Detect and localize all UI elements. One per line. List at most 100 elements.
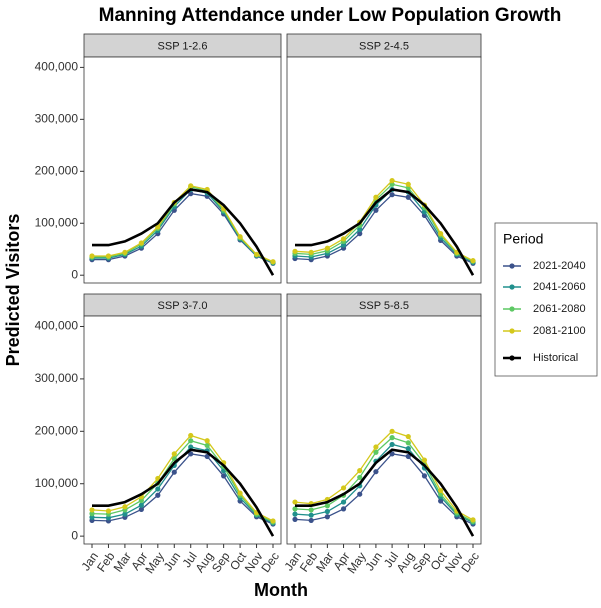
y-tick-label: 100,000 — [35, 476, 79, 490]
point — [188, 432, 194, 439]
point — [340, 499, 347, 505]
point — [308, 249, 314, 255]
legend-label: 2041-2060 — [533, 281, 586, 293]
panel-title: SSP 5-8.5 — [359, 300, 409, 312]
point — [340, 485, 347, 491]
point — [89, 507, 95, 513]
y-tick-label: 400,000 — [35, 60, 79, 74]
point — [389, 181, 395, 187]
point — [188, 183, 194, 189]
point — [421, 457, 428, 463]
point — [292, 499, 298, 505]
point — [188, 438, 194, 444]
point — [292, 516, 298, 522]
series-line — [92, 192, 274, 264]
legend-marker — [509, 263, 515, 269]
point — [340, 236, 347, 242]
point — [105, 253, 112, 259]
point — [89, 253, 95, 259]
point — [171, 469, 177, 475]
point — [204, 453, 210, 460]
legend-label: 2021-2040 — [533, 260, 586, 272]
panel-title: SSP 1-2.6 — [158, 40, 208, 52]
point — [470, 258, 476, 264]
series-line — [294, 436, 474, 523]
legend-label: Historical — [533, 352, 578, 364]
legend-title: Period — [503, 231, 543, 247]
point — [204, 438, 210, 444]
point — [308, 512, 314, 518]
point — [389, 428, 395, 434]
point — [138, 240, 144, 246]
y-tick-label: 400,000 — [35, 319, 79, 333]
point — [253, 251, 260, 258]
point — [389, 451, 395, 457]
series-line — [294, 443, 474, 524]
point — [308, 507, 314, 513]
y-tick-label: 100,000 — [35, 215, 79, 229]
panel-title: SSP 2-4.5 — [359, 40, 409, 52]
legend-marker — [509, 306, 515, 312]
point — [357, 468, 363, 474]
series-line — [91, 434, 274, 522]
point — [389, 441, 395, 448]
point — [122, 249, 128, 255]
point — [270, 518, 276, 524]
point — [188, 444, 194, 450]
point — [421, 473, 428, 479]
point — [357, 226, 363, 233]
legend-label: 2081-2100 — [533, 325, 586, 337]
series-line — [295, 188, 475, 276]
x-tick-label: Dec — [258, 550, 282, 576]
point — [340, 506, 347, 512]
point — [138, 497, 144, 504]
point — [308, 517, 314, 524]
point — [292, 248, 298, 254]
point — [138, 506, 144, 513]
point — [324, 508, 330, 515]
point — [389, 192, 395, 198]
point — [357, 231, 363, 237]
point — [237, 234, 243, 240]
point — [373, 207, 379, 213]
point — [221, 473, 227, 479]
point — [405, 433, 411, 440]
y-axis-label: Predicted Visitors — [3, 214, 23, 367]
series-line — [294, 183, 474, 262]
point — [389, 178, 395, 184]
point — [292, 506, 298, 512]
legend-marker — [509, 284, 515, 290]
y-tick-label: 0 — [71, 528, 78, 542]
point — [188, 451, 194, 457]
series-line — [92, 185, 274, 263]
series-line — [294, 430, 474, 521]
point — [405, 440, 411, 446]
point — [155, 492, 161, 498]
point — [204, 442, 210, 449]
legend-box — [494, 222, 598, 377]
point — [105, 515, 112, 521]
point — [373, 444, 379, 450]
point — [405, 453, 411, 460]
point — [405, 194, 411, 200]
point — [438, 231, 444, 237]
point — [122, 511, 128, 517]
point — [122, 504, 128, 510]
point — [292, 511, 298, 517]
series-line — [294, 179, 474, 262]
point — [438, 487, 444, 494]
point — [340, 242, 347, 248]
series-line — [91, 453, 274, 525]
chart-title: Manning Attendance under Low Population … — [99, 5, 562, 26]
y-tick-label: 300,000 — [35, 371, 79, 385]
y-tick-label: 200,000 — [35, 423, 79, 437]
point — [373, 194, 379, 200]
point — [470, 517, 476, 523]
x-axis-label: Month — [254, 580, 308, 600]
point — [357, 491, 363, 497]
y-tick-label: 0 — [71, 267, 78, 281]
x-tick-label: Dec — [458, 550, 482, 576]
point — [324, 503, 330, 509]
point — [405, 446, 411, 452]
